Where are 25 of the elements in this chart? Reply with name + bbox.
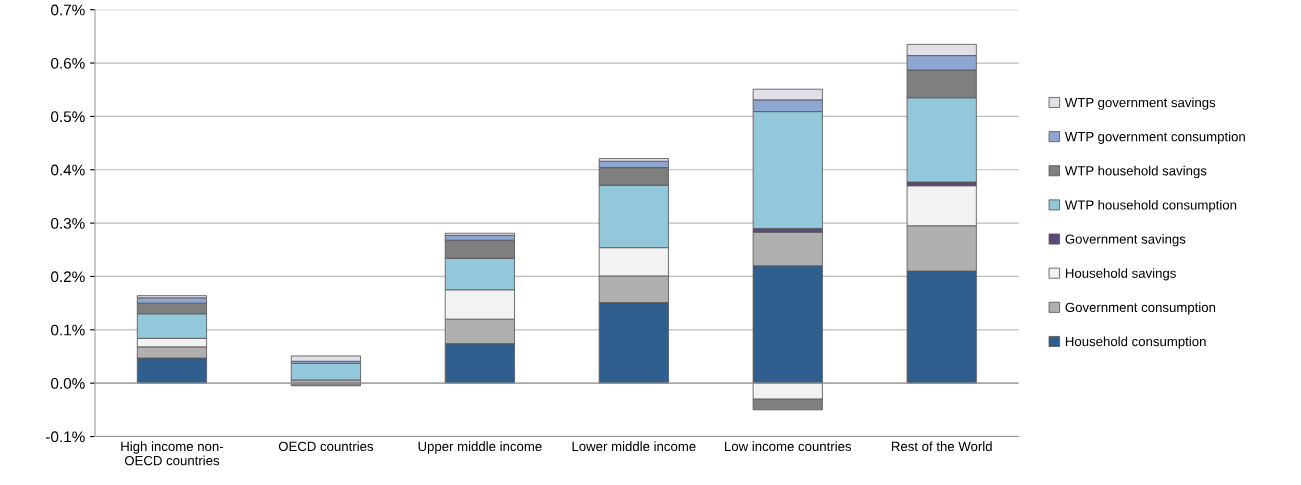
legend-label: WTP government consumption [1064, 131, 1245, 144]
bar [290, 362, 361, 381]
y-tick-label: 0.3% [51, 217, 85, 229]
x-tick-label: Upper middle income [418, 441, 542, 454]
y-tick-label: 0.2% [51, 271, 85, 283]
y-tick-label: 0.1% [51, 324, 85, 336]
legend-label: WTP household consumption [1064, 199, 1237, 213]
y-tick-label: 0.7% [51, 4, 85, 16]
y-tick-label: 0.6% [51, 57, 85, 69]
legend-label: Government savings [1065, 234, 1186, 247]
y-tick-label: 0.0% [51, 378, 85, 389]
legend-label: Household savings [1065, 268, 1176, 281]
legend-label: Household consumption [1065, 336, 1206, 349]
y-tick-label: 0.4% [51, 164, 85, 176]
x-tick-label: Lower middle income [572, 441, 696, 452]
x-tick-label: High income non- OECD countries [121, 441, 224, 466]
legend-label: WTP government savings [1064, 97, 1216, 110]
bar [290, 355, 361, 362]
x-tick-label: OECD countries [278, 441, 374, 452]
legend-label: WTP household savings [1064, 165, 1207, 179]
x-tick-label: Rest of the World [891, 441, 992, 452]
legend-label: Government consumption [1065, 302, 1216, 315]
y-tick-label: 0.5% [51, 111, 85, 123]
y-tick-label: -0.1% [46, 431, 85, 443]
x-tick-label: Low income countries [725, 441, 852, 452]
